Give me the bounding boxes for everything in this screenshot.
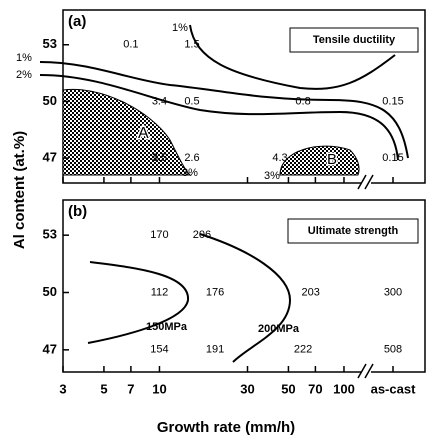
- value-label: 508: [384, 344, 402, 356]
- y-tick-label: 53: [43, 227, 57, 242]
- y-tick-label: 53: [43, 36, 57, 51]
- y-tick-label: 47: [43, 341, 57, 356]
- contour-label: 3%: [264, 170, 280, 182]
- x-tick-label: 30: [240, 381, 254, 396]
- axis-break: [357, 174, 374, 190]
- panel-frame: [62, 199, 426, 373]
- legend-box: [287, 218, 419, 244]
- x-tick-label: as-cast: [371, 381, 416, 396]
- panel-label: (a): [68, 13, 86, 30]
- y-tick-label: 50: [43, 284, 57, 299]
- x-tick-label: 3: [59, 381, 66, 396]
- contour: [39, 74, 399, 161]
- contour-label: 150MPa: [146, 321, 188, 333]
- value-label: 2.6: [184, 152, 199, 164]
- x-tick-label: 5: [100, 381, 107, 396]
- value-label: 1.5: [184, 39, 199, 51]
- value-label: 191: [206, 344, 224, 356]
- region-label: B: [327, 151, 337, 168]
- x-tick-label: 50: [281, 381, 295, 396]
- contour-label: 200MPa: [258, 323, 300, 335]
- x-tick-label: 7: [127, 381, 134, 396]
- legend: Ultimate strength: [308, 225, 399, 237]
- contour-label: 3%: [182, 167, 198, 179]
- value-label: 170: [150, 229, 168, 241]
- axis-break: [361, 366, 371, 378]
- value-label: 154: [150, 344, 168, 356]
- value-label: 0.5: [184, 95, 199, 107]
- value-label: 203: [302, 286, 320, 298]
- axis-break: [357, 363, 374, 379]
- value-label: 3.5: [152, 152, 167, 164]
- legend: Tensile ductility: [313, 34, 396, 46]
- x-tick-label: 10: [152, 381, 166, 396]
- value-label: 0.8: [295, 95, 310, 107]
- x-tick-label: 100: [333, 381, 355, 396]
- contour-label: 1%: [16, 52, 32, 64]
- region-label: A: [138, 125, 149, 142]
- value-label: 0.15: [382, 152, 403, 164]
- value-label: 3.4: [152, 95, 167, 107]
- x-tick-label: 70: [308, 381, 322, 396]
- value-label: 222: [294, 344, 312, 356]
- contour: [199, 233, 292, 363]
- panel-label: (b): [68, 203, 87, 220]
- value-label: 112: [151, 286, 169, 298]
- value-label: 0.15: [382, 95, 403, 107]
- region-a: [62, 88, 192, 176]
- value-label: 0.1: [123, 39, 138, 51]
- legend-box: [289, 27, 419, 53]
- axis-break: [361, 177, 371, 189]
- contour: [87, 261, 190, 344]
- region-b: [279, 145, 360, 176]
- y-tick-label: 47: [43, 150, 57, 165]
- value-label: 176: [206, 286, 224, 298]
- y-tick-label: 50: [43, 93, 57, 108]
- y-axis-label: Al content (at.%): [11, 131, 28, 249]
- value-label: 4.3: [272, 152, 287, 164]
- contour-label: 2%: [16, 69, 32, 81]
- contour: [189, 24, 396, 90]
- contour: [39, 61, 409, 159]
- x-axis-label: Growth rate (mm/h): [157, 419, 295, 436]
- contour-label: 1%: [172, 22, 188, 34]
- value-label: 206: [193, 229, 211, 241]
- value-label: 300: [384, 286, 402, 298]
